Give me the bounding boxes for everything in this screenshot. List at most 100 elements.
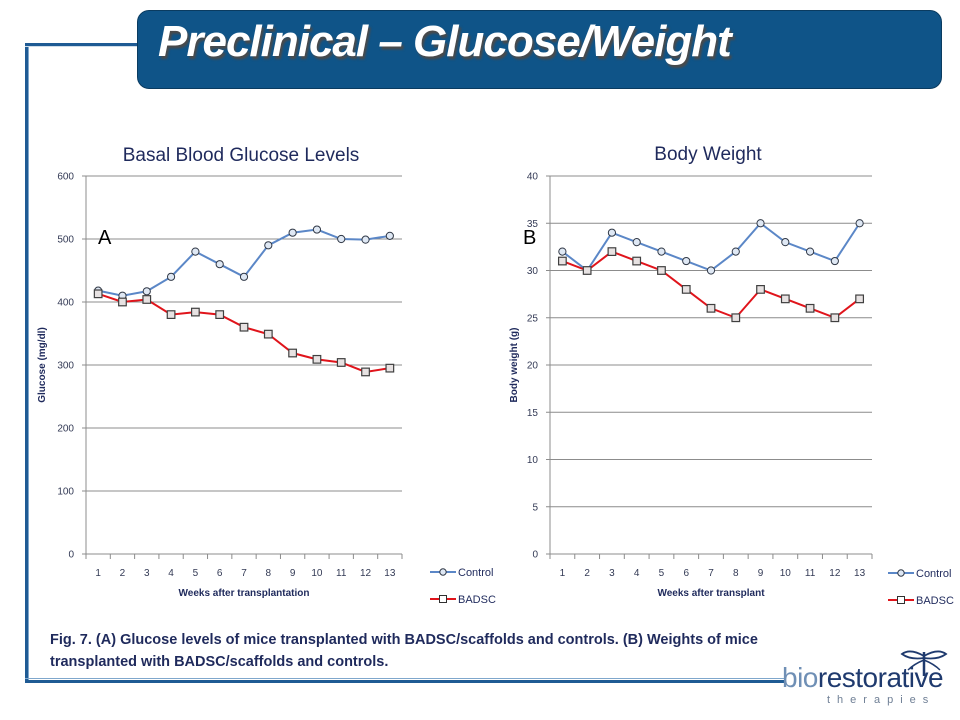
x-tick-label: 6 (683, 568, 689, 579)
data-point-badsc (582, 266, 592, 275)
legend-marker-circle-icon (439, 568, 447, 576)
logo-bio: bio (782, 662, 818, 693)
data-point-control (264, 241, 273, 250)
data-point-badsc (607, 247, 617, 257)
x-tick-label: 3 (609, 568, 615, 579)
x-tick-label: 12 (829, 568, 841, 579)
series-line-control (561, 221, 861, 272)
data-point-control (142, 287, 151, 296)
legend-label-control: Control (916, 568, 951, 580)
company-logo: biorestorative therapies (782, 648, 952, 708)
data-point-badsc (288, 348, 298, 358)
x-tick-label: 8 (266, 568, 272, 579)
data-point-badsc (93, 289, 103, 299)
x-tick-label: 4 (168, 568, 174, 579)
panel-label: A (98, 227, 112, 249)
data-point-control (805, 247, 815, 256)
x-tick-label: 1 (95, 568, 101, 579)
data-point-control (657, 247, 666, 256)
data-point-badsc (166, 310, 176, 320)
y-tick-label: 10 (527, 455, 539, 466)
chart-title: Basal Blood Glucose Levels (123, 145, 360, 166)
slide-title: Preclinical – Glucose/Weight (158, 17, 732, 66)
chart-title: Body Weight (654, 144, 762, 165)
x-tick-label: 13 (384, 568, 396, 579)
data-point-badsc (312, 354, 322, 364)
legend-label-badsc: BADSC (458, 594, 496, 606)
data-point-control (607, 228, 617, 237)
x-tick-label: 8 (733, 568, 739, 579)
x-tick-label: 5 (659, 568, 665, 579)
data-point-control (731, 247, 740, 256)
data-point-badsc (805, 303, 815, 313)
y-tick-label: 35 (527, 219, 539, 230)
data-point-badsc (756, 285, 765, 294)
x-tick-label: 9 (290, 568, 296, 579)
x-tick-label: 13 (854, 568, 866, 579)
title-banner: Preclinical – Glucose/Weight (137, 10, 942, 89)
legend-label-control: Control (458, 567, 493, 579)
legend-marker-circle-icon (897, 569, 905, 577)
data-point-badsc (263, 329, 273, 339)
y-axis-label: Glucose (mg/dl) (37, 327, 48, 403)
data-point-badsc (557, 256, 567, 266)
data-point-badsc (118, 297, 127, 307)
y-tick-label: 25 (527, 313, 539, 324)
slide-frame-bottom (25, 678, 785, 683)
data-point-badsc (190, 307, 200, 317)
y-tick-label: 0 (68, 550, 74, 561)
y-tick-label: 200 (57, 424, 74, 435)
data-point-control (855, 219, 864, 228)
y-tick-label: 0 (532, 550, 538, 561)
y-tick-label: 5 (532, 502, 538, 513)
data-point-badsc (632, 256, 642, 266)
data-point-badsc (336, 358, 346, 367)
caption-line-2: transplanted with BADSC/scaffolds and co… (50, 654, 389, 670)
data-point-badsc (706, 303, 716, 313)
y-axis-label: Body weight (g) (509, 328, 520, 403)
data-point-badsc (361, 367, 370, 377)
figure-caption: Fig. 7. (A) Glucose levels of mice trans… (50, 629, 870, 673)
legend-marker-square-icon (439, 595, 447, 603)
x-tick-label: 2 (584, 568, 590, 579)
x-tick-label: 10 (780, 568, 792, 579)
x-tick-label: 3 (144, 568, 150, 579)
x-tick-label: 4 (634, 568, 640, 579)
data-point-badsc (239, 322, 249, 332)
data-point-control (830, 256, 839, 266)
data-point-control (288, 228, 297, 237)
x-tick-label: 7 (708, 568, 714, 579)
y-tick-label: 40 (527, 172, 539, 183)
data-point-badsc (142, 295, 152, 304)
panel-label: B (523, 227, 536, 249)
data-point-badsc (830, 313, 840, 323)
data-point-control (385, 231, 394, 240)
data-point-control (191, 247, 200, 256)
data-point-badsc (855, 294, 865, 304)
caption-line-1: Fig. 7. (A) Glucose levels of mice trans… (50, 632, 758, 648)
y-tick-label: 30 (527, 266, 539, 277)
data-point-badsc (215, 310, 225, 320)
data-point-control (312, 225, 322, 234)
data-point-control (361, 235, 370, 244)
y-tick-label: 20 (527, 361, 539, 372)
y-tick-label: 300 (57, 361, 74, 372)
legend-label-badsc: BADSC (916, 595, 954, 607)
y-tick-label: 15 (527, 408, 539, 419)
legend-marker-square-icon (897, 596, 905, 604)
slide-frame-left (25, 44, 29, 680)
glucose-chart: Basal Blood Glucose Levels 0 100 200 300 400 5… (37, 145, 496, 606)
x-tick-label: 1 (560, 568, 566, 579)
x-axis-label: Weeks after transplant (657, 588, 765, 599)
y-tick-label: 100 (57, 487, 74, 498)
slide-frame-top (25, 43, 140, 47)
x-tick-label: 10 (311, 568, 323, 579)
x-tick-label: 11 (805, 568, 816, 579)
x-tick-label: 7 (241, 568, 247, 579)
dragonfly-icon (900, 650, 948, 676)
data-point-control (239, 272, 249, 281)
data-point-control (337, 234, 346, 244)
y-tick-label: 600 (57, 172, 74, 183)
data-point-badsc (780, 294, 790, 304)
